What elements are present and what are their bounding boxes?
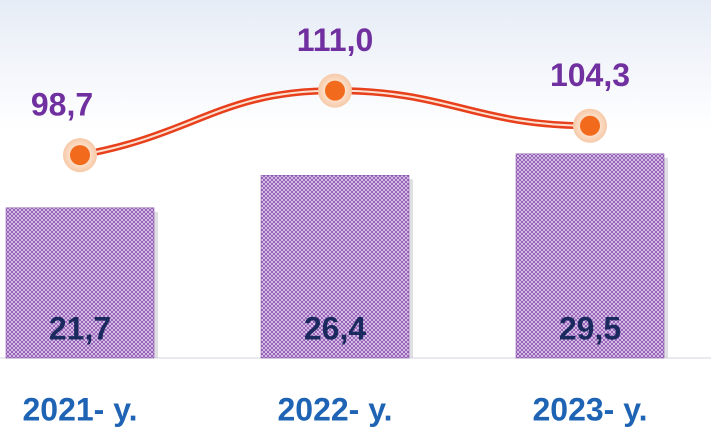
bar-value-label: 29,5 <box>559 310 621 346</box>
point <box>70 145 90 166</box>
x-tick-label: 2023- y. <box>532 391 647 427</box>
point <box>325 80 345 101</box>
x-tick-label: 2022- y. <box>277 391 392 427</box>
point-value-label: 104,3 <box>550 57 630 93</box>
point-value-label: 98,7 <box>31 87 93 123</box>
bar <box>260 175 410 359</box>
point <box>580 115 600 136</box>
point-value-label: 111,0 <box>297 22 374 58</box>
bar-value-label: 21,7 <box>49 310 111 346</box>
bar <box>5 207 155 359</box>
bar <box>515 153 665 359</box>
x-tick-label: 2021- y. <box>22 391 137 427</box>
bar-value-label: 26,4 <box>304 310 366 346</box>
